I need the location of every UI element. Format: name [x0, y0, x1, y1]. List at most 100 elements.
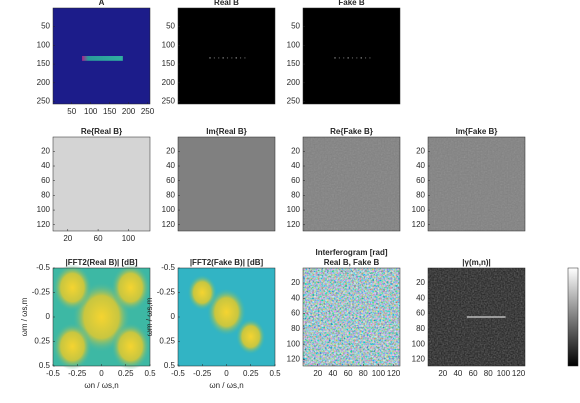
x-tick-label: 20 [63, 234, 72, 243]
image [178, 8, 275, 104]
y-tick-label: -0.25 [157, 288, 176, 297]
image-feature [347, 57, 349, 59]
x-tick-label: -0.25 [193, 369, 212, 378]
y-tick-label: 40 [416, 161, 425, 170]
y-tick-label: 100 [37, 40, 51, 49]
y-tick-label: 80 [166, 190, 175, 199]
image-feature [218, 57, 220, 59]
y-tick-label: 100 [162, 205, 176, 214]
x-tick-label: 60 [94, 234, 103, 243]
y-tick-label: 250 [162, 97, 176, 106]
y-tick-label: 20 [416, 146, 425, 155]
image-feature [111, 322, 150, 370]
y-tick-label: 100 [287, 205, 301, 214]
image-feature [235, 57, 237, 59]
x-tick-label: 120 [387, 369, 401, 378]
x-tick-label: 200 [122, 107, 136, 116]
x-axis-label: ωn / ωs,n [84, 381, 118, 390]
image-feature [360, 57, 362, 59]
image-feature [244, 57, 246, 59]
y-tick-label: 50 [41, 22, 50, 31]
panel-title: |γ(m,n)| [462, 258, 490, 267]
image [303, 268, 400, 366]
x-tick-label: 60 [344, 369, 353, 378]
y-tick-label: 40 [416, 293, 425, 302]
y-tick-label: 60 [41, 176, 50, 185]
x-tick-label: -0.5 [171, 369, 185, 378]
panel-title: Fake B [338, 0, 364, 7]
y-tick-label: 80 [291, 190, 300, 199]
x-axis-label: ωn / ωs,n [209, 381, 243, 390]
y-tick-label: 40 [291, 161, 300, 170]
colorbar [567, 267, 579, 367]
y-tick-label: 100 [412, 339, 426, 348]
y-tick-label: 20 [166, 146, 175, 155]
axes-box [52, 7, 151, 105]
image [303, 8, 400, 104]
y-tick-label: -0.5 [36, 263, 50, 272]
y-tick-label: 0.5 [164, 361, 176, 370]
y-tick-label: 40 [291, 293, 300, 302]
y-tick-label: 120 [162, 220, 176, 229]
y-tick-label: -0.25 [32, 288, 51, 297]
y-tick-label: 100 [37, 205, 51, 214]
x-tick-label: 0.25 [118, 369, 134, 378]
y-tick-label: -0.5 [161, 263, 175, 272]
axes-box [302, 267, 401, 367]
x-tick-label: 120 [512, 369, 526, 378]
y-tick-label: 20 [291, 146, 300, 155]
axes-box [302, 136, 401, 232]
y-tick-label: 60 [416, 176, 425, 185]
y-tick-label: 120 [287, 220, 301, 229]
panel-title: |FFT2(Real B)| [dB] [65, 258, 137, 267]
y-tick-label: 40 [41, 161, 50, 170]
y-tick-label: 120 [412, 220, 426, 229]
y-tick-label: 60 [416, 309, 425, 318]
panel-title: Im{Fake B} [456, 127, 498, 136]
y-tick-label: 50 [166, 22, 175, 31]
y-tick-label: 20 [416, 278, 425, 287]
image-feature [222, 57, 224, 59]
panel-title: Interferogram [rad] [315, 248, 387, 257]
x-tick-label: 0.5 [144, 369, 156, 378]
panel-title: Re{Fake B} [330, 127, 373, 136]
image [303, 137, 400, 231]
y-tick-label: 60 [291, 176, 300, 185]
image [428, 137, 525, 231]
y-tick-label: 200 [37, 78, 51, 87]
y-tick-label: 80 [416, 190, 425, 199]
image-feature [351, 57, 354, 59]
y-tick-label: 150 [37, 59, 51, 68]
x-tick-label: 50 [67, 107, 76, 116]
axes-box [427, 267, 526, 367]
y-tick-label: 100 [162, 40, 176, 49]
image-feature [209, 57, 211, 59]
y-axis-label: ωm / ωs,m [145, 297, 154, 336]
x-tick-label: 80 [484, 369, 493, 378]
image-feature [369, 57, 371, 59]
y-tick-label: 100 [287, 339, 301, 348]
image-feature [213, 57, 215, 59]
image [53, 137, 150, 231]
panel-subtitle: Real B, Fake B [324, 258, 380, 267]
axes-box [177, 136, 276, 232]
y-tick-label: 0 [171, 312, 176, 321]
y-tick-label: 20 [41, 146, 50, 155]
panel-title: Re{Real B} [81, 127, 122, 136]
x-tick-label: 100 [84, 107, 98, 116]
y-tick-label: 250 [37, 97, 51, 106]
y-tick-label: 40 [166, 161, 175, 170]
x-tick-label: -0.5 [46, 369, 60, 378]
y-tick-label: 100 [412, 205, 426, 214]
image-feature [187, 274, 217, 311]
image-feature [338, 57, 340, 59]
axes-box [427, 136, 526, 232]
axes-box [52, 136, 151, 232]
y-tick-label: 250 [287, 97, 301, 106]
y-tick-label: 80 [41, 190, 50, 199]
y-tick-label: 0.25 [34, 337, 50, 346]
x-tick-label: 100 [122, 234, 136, 243]
image-feature [231, 57, 233, 59]
y-tick-label: 20 [291, 278, 300, 287]
